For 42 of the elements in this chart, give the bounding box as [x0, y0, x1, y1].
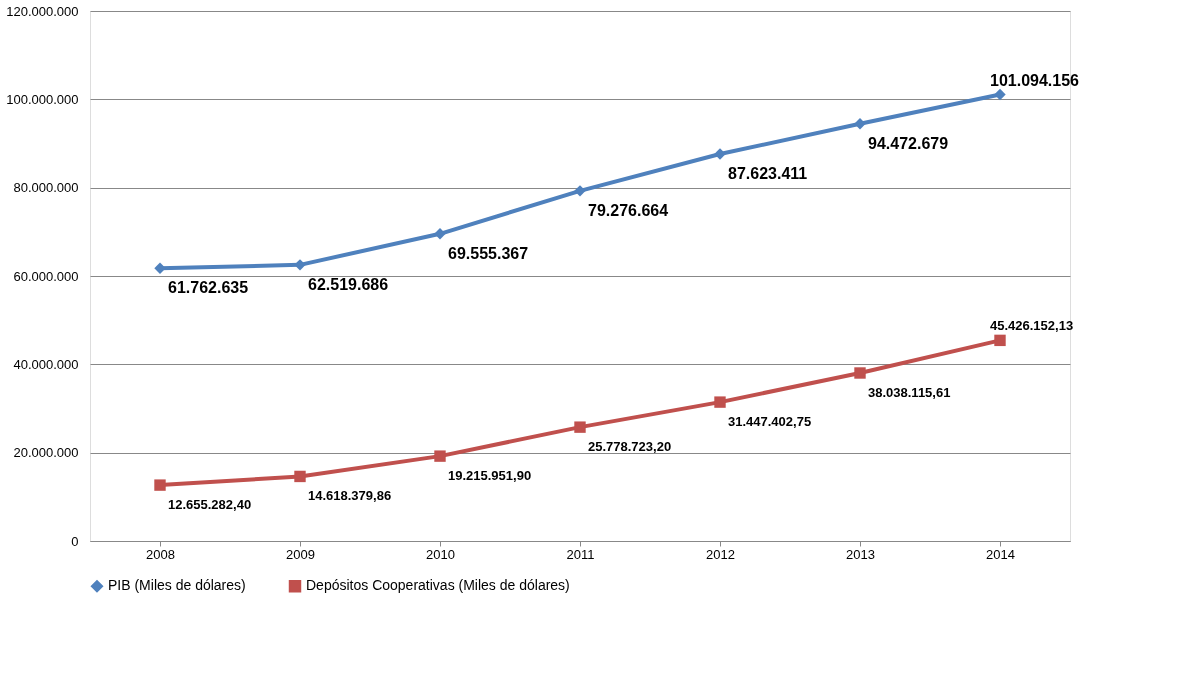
x-tick-label: 2009	[286, 546, 315, 562]
x-tick-label: 2013	[846, 546, 875, 562]
point	[434, 228, 446, 240]
point	[854, 118, 866, 130]
point	[294, 470, 306, 483]
y-tick-label: 80.000.000	[13, 180, 79, 196]
data-label: 45.426.152,13	[990, 318, 1074, 334]
point	[854, 367, 866, 379]
y-tick-label: 120.000.000	[6, 3, 79, 19]
y-tick-label: 40.000.000	[13, 356, 79, 372]
data-label: 101.094.156	[990, 71, 1080, 89]
data-label: 38.038.115,61	[868, 385, 951, 400]
data-label: 31.447.402,75	[728, 414, 812, 430]
data-label: 61.762.635	[168, 279, 249, 297]
data-label: 94.472.679	[868, 134, 949, 152]
y-tick-label: 100.000.000	[6, 91, 79, 107]
x-tick-label: 2012	[706, 546, 735, 562]
data-label: 14.618.379,86	[308, 488, 392, 504]
legend-label: PIB (Miles de dólares)	[108, 577, 246, 594]
data-label: 25.778.723,20	[588, 439, 672, 455]
point	[574, 421, 586, 433]
point	[434, 450, 446, 462]
y-tick-label: 0	[71, 533, 79, 549]
point	[714, 148, 726, 160]
point	[994, 88, 1006, 101]
point	[994, 334, 1006, 347]
point	[714, 396, 726, 408]
x-tick-label: 2010	[426, 546, 455, 562]
point	[574, 185, 586, 197]
data-label: 62.519.686	[308, 275, 389, 293]
y-tick-label: 20.000.000	[13, 445, 79, 461]
data-label: 87.623.411	[728, 165, 808, 182]
x-tick-label: 2011	[566, 546, 595, 562]
data-label: 19.215.951,90	[448, 468, 532, 484]
data-label: 12.655.282,40	[168, 497, 252, 513]
x-tick-label: 2008	[146, 546, 175, 562]
data-label: 79.276.664	[588, 201, 669, 219]
y-tick-label: 60.000.000	[13, 268, 79, 284]
data-label: 69.555.367	[448, 244, 529, 262]
legend-label: Depósitos Cooperativas (Miles de dólares)	[306, 577, 570, 594]
point	[154, 479, 166, 491]
x-tick-label: 2014	[986, 546, 1015, 562]
